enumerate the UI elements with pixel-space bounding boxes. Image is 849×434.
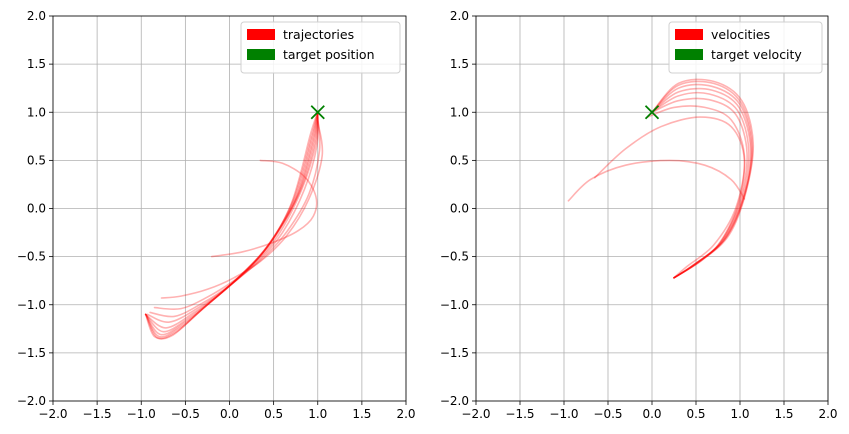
series-line-3 — [149, 113, 319, 318]
series-line-5 — [651, 87, 752, 279]
y-tick-label: 0.5 — [450, 153, 469, 167]
axes-frame — [52, 15, 407, 402]
x-tick-label: 2.0 — [818, 407, 837, 421]
series-line-5 — [144, 111, 319, 329]
x-tick-label: 1.5 — [352, 407, 371, 421]
y-tick-label: −0.5 — [440, 250, 469, 264]
y-tick-label: −1.5 — [17, 346, 46, 360]
y-tick-label: −1.0 — [17, 298, 46, 312]
series-line-4 — [651, 91, 750, 279]
velocities-panel: −2.0 −1.5 −1.0 −0.5 0.0 0.5 1.0 1.5 2.0 −2.0 −1.5 −… — [440, 9, 838, 421]
target-marker — [310, 105, 325, 120]
legend-swatch — [247, 29, 275, 40]
x-tick-label: −2.0 — [38, 407, 67, 421]
x-tick-label: −1.0 — [127, 407, 156, 421]
legend-box — [240, 21, 401, 74]
series-line-0 — [567, 159, 746, 202]
series-line-6 — [651, 83, 753, 279]
series-line-1 — [594, 116, 746, 279]
x-tick-label: 0.0 — [220, 407, 239, 421]
series-line-8 — [144, 111, 319, 338]
y-tick-label: 1.0 — [450, 105, 469, 119]
legend-swatch — [247, 49, 275, 60]
y-tick-label: 2.0 — [27, 9, 46, 23]
trajectories-panel: −2.0 −1.5 −1.0 −0.5 0.0 0.5 1.0 1.5 2.0 −2.0 −1.5 −… — [17, 9, 416, 421]
y-tick-label: −2.0 — [440, 394, 469, 408]
series-line-4 — [146, 111, 319, 323]
series-line-3 — [651, 97, 748, 279]
y-tick-label: 1.0 — [27, 105, 46, 119]
series-line-0 — [211, 159, 318, 258]
axes-frame — [475, 15, 829, 402]
target-marker — [644, 105, 660, 120]
y-tick-label: 0.0 — [27, 202, 46, 216]
y-tick-label: 0.0 — [450, 202, 469, 216]
x-tick-label: −0.5 — [593, 407, 622, 421]
x-tick-label: 0.0 — [642, 407, 661, 421]
x-tick-label: −1.5 — [83, 407, 112, 421]
legend-swatch — [675, 49, 703, 60]
x-tick-label: 0.5 — [264, 407, 283, 421]
series-line-1 — [160, 121, 324, 299]
y-tick-label: 0.5 — [27, 153, 46, 167]
x-tick-label: 1.5 — [774, 407, 793, 421]
series-line-9 — [144, 111, 319, 340]
y-tick-label: −1.0 — [440, 298, 469, 312]
series-line-2 — [646, 105, 746, 279]
legend-label: velocities — [711, 27, 770, 42]
x-tick-label: 2.0 — [396, 407, 415, 421]
series-line-2 — [153, 116, 321, 311]
x-tick-label: 1.0 — [730, 407, 749, 421]
x-tick-label: −1.0 — [549, 407, 578, 421]
series-line-7 — [144, 111, 319, 336]
legend-swatch — [675, 29, 703, 40]
y-tick-label: −1.5 — [440, 346, 469, 360]
legend-label: target position — [283, 47, 375, 62]
series-line-10 — [144, 111, 319, 340]
y-tick-label: 1.5 — [450, 57, 469, 71]
x-tick-label: −1.5 — [505, 407, 534, 421]
y-tick-label: −2.0 — [17, 394, 46, 408]
y-tick-label: 1.5 — [27, 57, 46, 71]
series-line-8 — [651, 78, 755, 279]
legend-label: target velocity — [711, 47, 802, 62]
series-line-6 — [144, 111, 319, 333]
legend-box — [668, 21, 823, 74]
y-tick-label: −0.5 — [17, 250, 46, 264]
legend-label: trajectories — [283, 27, 354, 42]
x-tick-label: −0.5 — [171, 407, 200, 421]
x-tick-label: −2.0 — [461, 407, 490, 421]
y-tick-label: 2.0 — [450, 9, 469, 23]
x-tick-label: 0.5 — [686, 407, 705, 421]
x-tick-label: 1.0 — [308, 407, 327, 421]
series-line-7 — [651, 80, 754, 279]
